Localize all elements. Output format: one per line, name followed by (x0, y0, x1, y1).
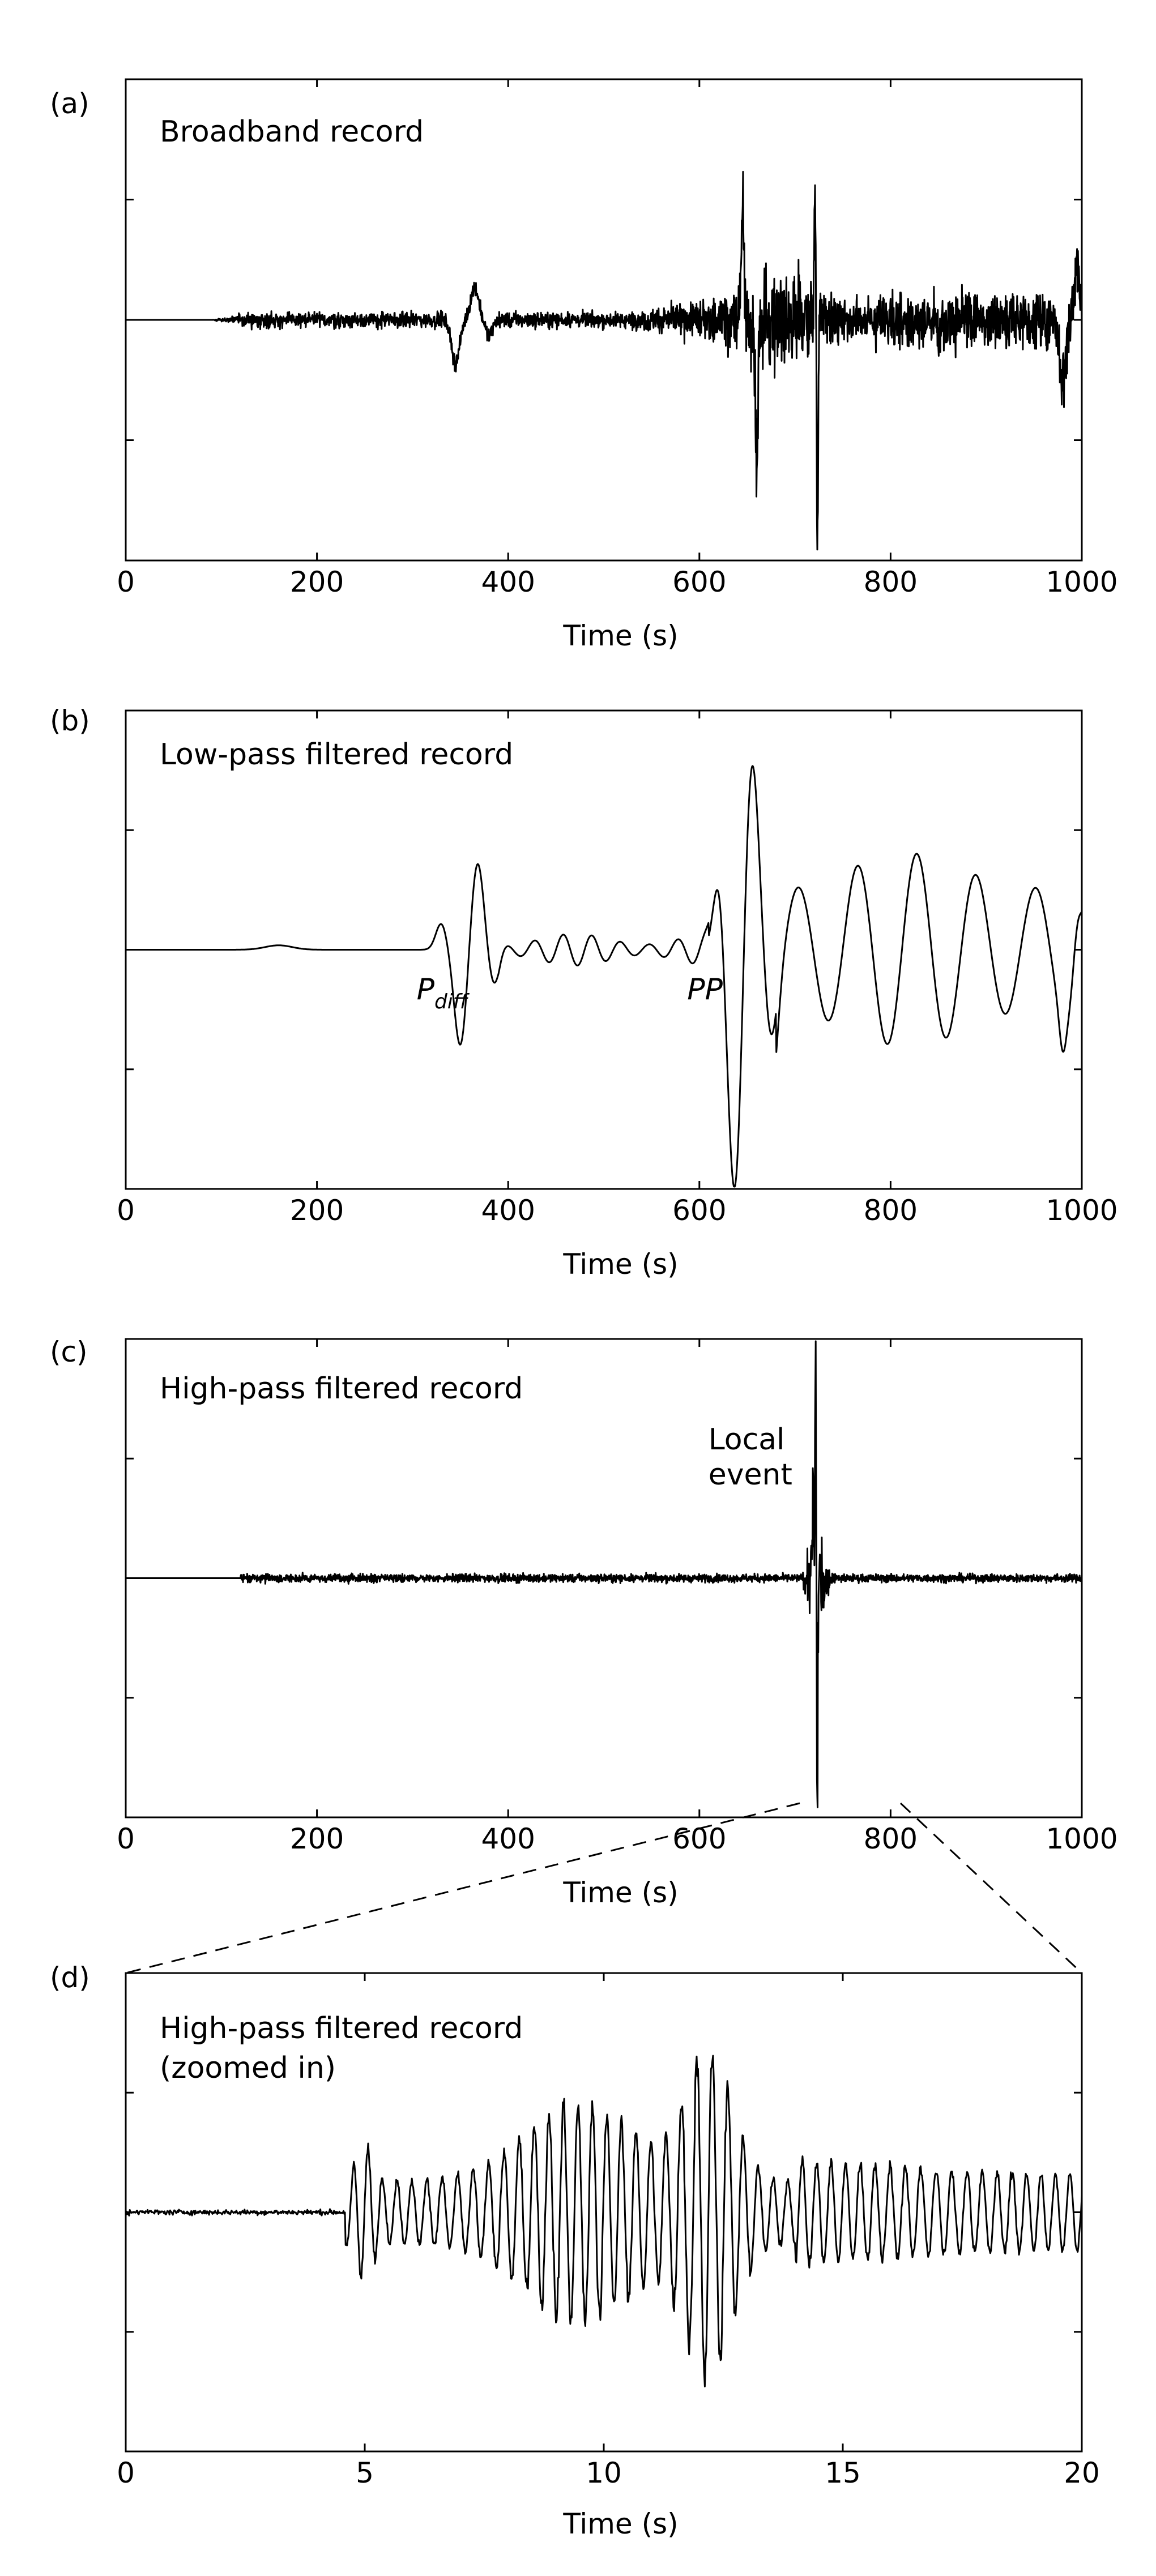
panel-a: 0 200 400 600 800 1000 Time (s) (a) Broadband re… (50, 78, 1118, 652)
x-tick-label: 400 (481, 566, 535, 598)
panel-title: Low-pass filtered record (160, 738, 513, 772)
x-tick-label: 10 (586, 2457, 622, 2489)
x-tick-label: 20 (1064, 2457, 1100, 2489)
x-tick-label: 1000 (1046, 1194, 1117, 1227)
x-tick-label: 0 (117, 1194, 135, 1227)
x-axis-label: Time (s) (562, 1248, 678, 1281)
annotation-local-event: event (709, 1458, 792, 1492)
x-tick-label: 1000 (1046, 1822, 1117, 1855)
panel-title: High-pass filtered record (160, 1372, 523, 1406)
x-tick-label: 600 (672, 566, 726, 598)
x-tick-label: 200 (290, 566, 344, 598)
waveform-trace (125, 2055, 1083, 2387)
waveform-trace (125, 170, 1083, 551)
panel-b: 0 200 400 600 800 1000 Time (s) (b) Low-pass fil… (50, 704, 1118, 1281)
x-axis-label: Time (s) (562, 1876, 678, 1909)
x-tick-label: 0 (117, 1822, 135, 1855)
panel-title: High-pass filtered record (160, 2012, 523, 2046)
x-tick-label: 5 (356, 2457, 374, 2489)
panel-label: (c) (50, 1336, 88, 1368)
panel-d: 0 5 10 15 20 Time (s) (d) High-pass filtered re… (50, 1961, 1100, 2540)
annotation-local-event: Local (709, 1423, 785, 1457)
x-tick-label: 200 (290, 1194, 344, 1227)
x-tick-label: 800 (864, 1822, 918, 1855)
waveform-trace (125, 1340, 1083, 1808)
x-tick-label: 0 (117, 566, 135, 598)
x-tick-label: 400 (481, 1822, 535, 1855)
x-tick-label: 800 (864, 1194, 918, 1227)
x-tick-label: 0 (117, 2457, 135, 2489)
x-tick-label: 200 (290, 1822, 344, 1855)
panel-c: 0 200 400 600 800 1000 Time (s) (c) High-pass fi… (50, 1336, 1118, 1909)
zoom-connector-right (899, 1802, 1083, 1974)
x-tick-label: 15 (825, 2457, 861, 2489)
zoom-connector-left (125, 1802, 800, 1974)
waveform-trace (125, 765, 1083, 1188)
annotation-pdiff: Pdiff (417, 973, 470, 1013)
panel-label: (b) (50, 704, 90, 737)
x-tick-label: 600 (672, 1822, 726, 1855)
panel-subtitle: (zoomed in) (160, 2051, 336, 2085)
x-tick-label: 800 (864, 566, 918, 598)
x-tick-label: 400 (481, 1194, 535, 1227)
annotation-pp: PP (687, 973, 723, 1007)
x-tick-label: 1000 (1046, 566, 1117, 598)
x-tick-label: 600 (672, 1194, 726, 1227)
panel-label: (d) (50, 1961, 90, 1994)
x-axis-label: Time (s) (562, 2507, 678, 2540)
panel-label: (a) (50, 87, 89, 120)
x-axis-label: Time (s) (562, 619, 678, 652)
panel-title: Broadband record (160, 115, 424, 149)
plot-frame (125, 709, 1083, 1190)
